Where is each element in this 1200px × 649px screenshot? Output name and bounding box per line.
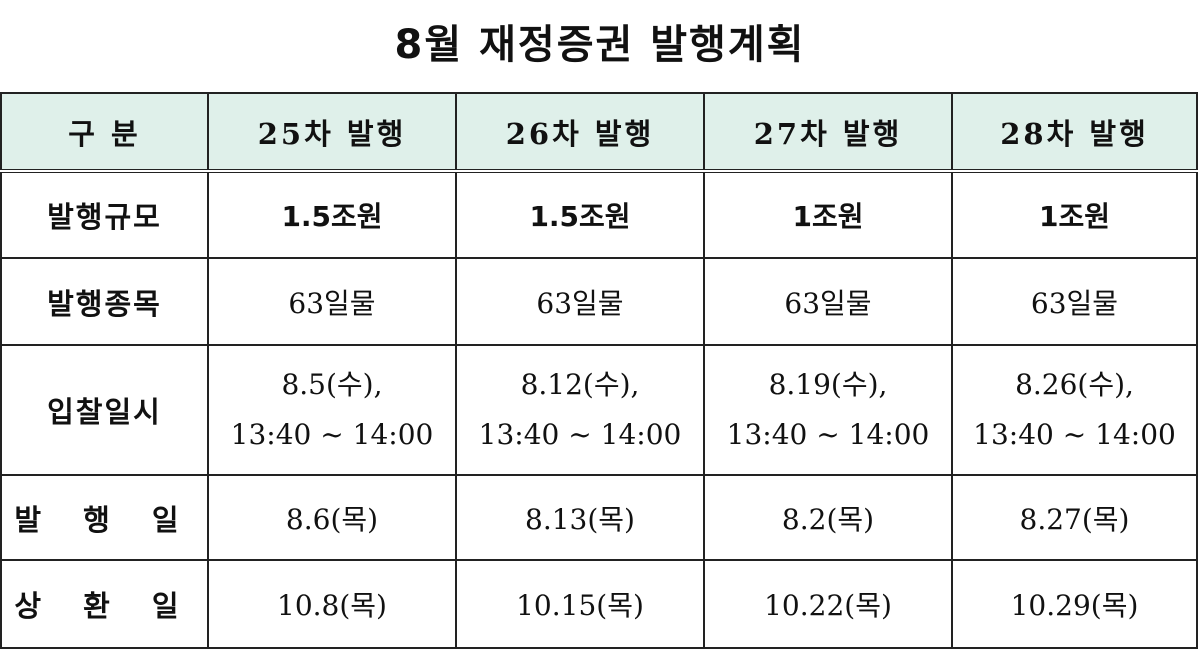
auction-date: 8.12(수), [520, 368, 640, 401]
auction-date: 8.26(수), [1015, 368, 1134, 401]
kind-cell-27: 63일물 [703, 257, 953, 346]
kind-cell-25: 63일물 [207, 257, 457, 346]
auction-cell-27: 8.19(수), 13:40 ~ 14:00 [703, 344, 953, 476]
row-label-scale: 발행규모 [0, 170, 209, 259]
auction-time: 13:40 ~ 14:00 [230, 418, 434, 451]
page-title: 8월 재정증권 발행계획 [394, 22, 806, 68]
scale-cell-28: 1조원 [951, 170, 1198, 259]
row-label-issue: 발 행 일 [0, 474, 209, 561]
issue-cell-28: 8.27(목) [951, 474, 1198, 561]
issuance-plan-table: 구 분 25차 발행 26차 발행 27차 발행 28차 발행 발행규모 1.5… [0, 92, 1198, 649]
scale-cell-25: 1.5조원 [207, 170, 457, 259]
column-header-25: 25차 발행 [207, 92, 457, 172]
auction-time: 13:40 ~ 14:00 [973, 418, 1176, 451]
corner-header: 구 분 [0, 92, 209, 172]
table-row-scale: 발행규모 1.5조원 1.5조원 1조원 1조원 [0, 170, 1198, 259]
row-label-kind: 발행종목 [0, 257, 209, 346]
kind-cell-26: 63일물 [455, 257, 705, 346]
table-row-auction: 입찰일시 8.5(수), 13:40 ~ 14:00 8.12(수), 13:4… [0, 344, 1198, 476]
table-header-row: 구 분 25차 발행 26차 발행 27차 발행 28차 발행 [0, 92, 1198, 172]
auction-cell-25: 8.5(수), 13:40 ~ 14:00 [207, 344, 457, 476]
redeem-cell-27: 10.22(목) [703, 559, 953, 649]
column-header-28: 28차 발행 [951, 92, 1198, 172]
auction-date: 8.5(수), [281, 368, 383, 401]
row-label-auction: 입찰일시 [0, 344, 209, 476]
table-row-issue: 발 행 일 8.6(목) 8.13(목) 8.2(목) 8.27(목) [0, 474, 1198, 561]
redeem-cell-28: 10.29(목) [951, 559, 1198, 649]
column-header-26: 26차 발행 [455, 92, 705, 172]
issue-cell-25: 8.6(목) [207, 474, 457, 561]
row-label-redeem: 상 환 일 [0, 559, 209, 649]
auction-cell-26: 8.12(수), 13:40 ~ 14:00 [455, 344, 705, 476]
redeem-cell-25: 10.8(목) [207, 559, 457, 649]
table-row-redeem: 상 환 일 10.8(목) 10.15(목) 10.22(목) 10.29(목) [0, 559, 1198, 649]
auction-cell-28: 8.26(수), 13:40 ~ 14:00 [951, 344, 1198, 476]
column-header-27: 27차 발행 [703, 92, 953, 172]
scale-cell-26: 1.5조원 [455, 170, 705, 259]
issue-cell-27: 8.2(목) [703, 474, 953, 561]
kind-cell-28: 63일물 [951, 257, 1198, 346]
auction-time: 13:40 ~ 14:00 [478, 418, 682, 451]
table-row-kind: 발행종목 63일물 63일물 63일물 63일물 [0, 257, 1198, 346]
auction-time: 13:40 ~ 14:00 [726, 418, 930, 451]
scale-cell-27: 1조원 [703, 170, 953, 259]
redeem-cell-26: 10.15(목) [455, 559, 705, 649]
issue-cell-26: 8.13(목) [455, 474, 705, 561]
auction-date: 8.19(수), [768, 368, 888, 401]
